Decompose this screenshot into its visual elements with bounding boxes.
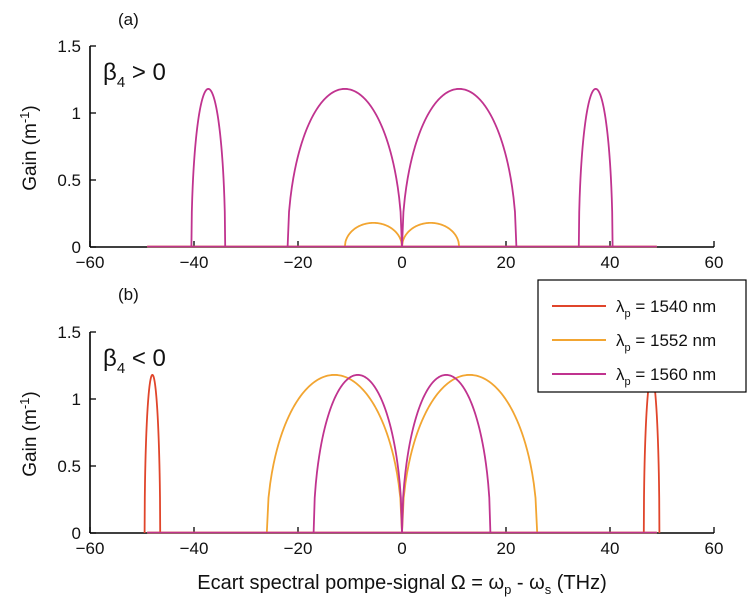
panel-b-series-2-gain-lobe — [312, 373, 403, 534]
panel-a-ytick-label: 1.5 — [57, 37, 81, 56]
legend-entry-label: λp = 1540 nm — [616, 297, 716, 320]
legend-entry-label: λp = 1552 nm — [616, 331, 716, 354]
panel-a-ylabel-end: ) — [20, 105, 41, 111]
panel-a-ytick-label: 1 — [72, 104, 81, 123]
panel-a-series-1-gain-lobe — [343, 221, 403, 248]
panel-a-series-2-gain-lobe — [577, 87, 614, 248]
panel-b-ytick-label: 0.5 — [57, 457, 81, 476]
panel-b-annotation-rest: < 0 — [125, 345, 166, 372]
panel-b-ytick-label: 1 — [72, 390, 81, 409]
panel-b-series — [143, 373, 661, 534]
panel-b-xtick-label: 0 — [397, 539, 406, 558]
panel-a-xtick-label: 40 — [601, 253, 620, 272]
legend: λp = 1540 nm λp = 1552 nm λp = 1560 nm — [537, 279, 747, 393]
legend-entry-label: λp = 1560 nm — [616, 365, 716, 388]
panel-a-series-2-gain-lobe — [286, 87, 403, 248]
panel-a-xtick-label: −60 — [76, 253, 105, 272]
panel-b-annotation-sub: 4 — [117, 360, 125, 377]
panel-b-xtick-label: 20 — [497, 539, 516, 558]
panel-b: (b) −60 −40 −20 0 20 40 60 0 0.5 1 1.5 β4 < 0 Gain… — [17, 285, 723, 558]
panel-b-ylabel-main: Gain (m — [20, 409, 41, 477]
panel-a-annotation-sub: 4 — [117, 74, 125, 91]
panel-b-ticks: −60 −40 −20 0 20 40 60 0 0.5 1 1.5 — [57, 323, 723, 558]
panel-b-ylabel: Gain (m-1) — [17, 391, 41, 476]
panel-a-xtick-label: −40 — [180, 253, 209, 272]
legend-items: λp = 1540 nm λp = 1552 nm λp = 1560 nm — [552, 297, 716, 388]
x-axis-label-mid: - ω — [511, 572, 544, 594]
panel-b-series-0-gain-lobe — [642, 373, 661, 534]
panel-a-annotation-main: β — [103, 59, 117, 86]
panel-a-ytick-label: 0.5 — [57, 171, 81, 190]
panel-b-annotation-main: β — [103, 345, 117, 372]
panel-a-xtick-label: 20 — [497, 253, 516, 272]
panel-b-ytick-label: 1.5 — [57, 323, 81, 342]
panel-b-xtick-label: −40 — [180, 539, 209, 558]
panel-b-xtick-label: 40 — [601, 539, 620, 558]
panel-b-series-1-gain-lobe — [265, 373, 403, 534]
panel-b-series-2-gain-lobe — [401, 373, 492, 534]
panel-a-ylabel-main: Gain (m — [20, 123, 41, 191]
panel-b-series-1-gain-lobe — [401, 373, 539, 534]
x-axis-label-sub1: p — [504, 582, 511, 597]
panel-a-ticks: −60 −40 −20 0 20 40 60 0 0.5 1 1.5 — [57, 37, 723, 272]
panel-a-series — [147, 87, 657, 248]
panel-a-annotation: β4 > 0 — [103, 59, 166, 91]
panel-a-ytick-label: 0 — [72, 238, 81, 257]
panel-a-xtick-label: 0 — [397, 253, 406, 272]
panel-a-xtick-label: 60 — [705, 253, 724, 272]
panel-a-series-2-gain-lobe — [190, 87, 227, 248]
panel-b-xtick-label: −60 — [76, 539, 105, 558]
panel-a-xtick-label: −20 — [284, 253, 313, 272]
panel-b-ylabel-sup: -1 — [17, 398, 32, 410]
panel-b-label: (b) — [118, 285, 139, 304]
panel-a-annotation-rest: > 0 — [125, 59, 166, 86]
panel-b-ylabel-end: ) — [20, 391, 41, 397]
panel-a-series-2-gain-lobe — [401, 87, 518, 248]
x-axis-label: Ecart spectral pompe-signal Ω = ωp - ωs … — [197, 572, 606, 597]
panel-b-ytick-label: 0 — [72, 524, 81, 543]
x-axis-label-main: Ecart spectral pompe-signal Ω = ω — [197, 572, 504, 594]
x-axis-label-sub2: s — [545, 582, 552, 597]
panel-b-series-0-gain-lobe — [143, 373, 162, 534]
panel-a: (a) −60 −40 −20 0 20 40 60 0 0.5 1 1.5 β4 > 0 Gain… — [17, 10, 723, 272]
panel-a-ylabel-sup: -1 — [17, 112, 32, 124]
panel-a-label: (a) — [118, 10, 139, 29]
panel-b-xtick-label: 60 — [705, 539, 724, 558]
panel-b-xtick-label: −20 — [284, 539, 313, 558]
panel-b-annotation: β4 < 0 — [103, 345, 166, 377]
x-axis-label-end: (THz) — [551, 572, 607, 594]
panel-a-ylabel: Gain (m-1) — [17, 105, 41, 190]
panel-a-series-1-gain-lobe — [401, 221, 461, 248]
